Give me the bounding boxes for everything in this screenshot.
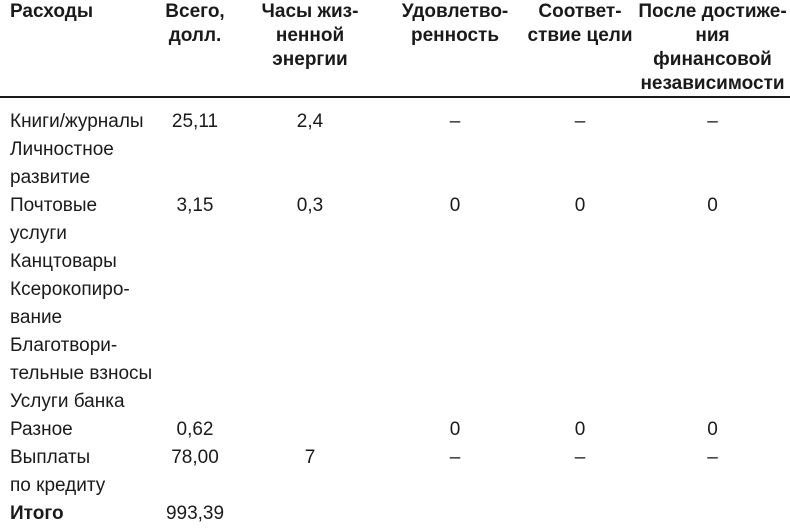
- cell-value: 25,11: [171, 111, 219, 132]
- cell-value: [385, 276, 525, 332]
- table-row: Канцтовары: [0, 248, 790, 276]
- cell-value: [155, 248, 235, 276]
- cell-value: [235, 500, 385, 528]
- cell-value: [235, 248, 385, 276]
- cell-value: [525, 248, 635, 276]
- cell-value: 78,00: [171, 447, 219, 468]
- cell-value: 7: [304, 447, 316, 468]
- table-row: Почтовые услуги 3,15 0,3 0 0 0: [0, 192, 790, 248]
- cell-value: 2,4: [296, 111, 324, 132]
- cell-value: 993,39: [165, 503, 225, 524]
- cell-value: [235, 388, 385, 416]
- cell-value: [635, 332, 790, 388]
- cell-value: –: [449, 111, 461, 132]
- cell-value: [235, 276, 385, 332]
- cell-value: –: [449, 447, 461, 468]
- table-body: Книги/журналы 25,11 2,4 – – – Личностное разви…: [0, 97, 790, 528]
- cell-value: [635, 388, 790, 416]
- cell-value: 3,15: [176, 195, 214, 216]
- table-row: Услуги банка: [0, 388, 790, 416]
- table-row: Книги/журналы 25,11 2,4 – – –: [0, 97, 790, 136]
- cell-value: 0: [707, 419, 718, 440]
- row-label: Ксерокопиро- вание: [10, 279, 130, 328]
- table-row: Благотвори- тельные взносы: [0, 332, 790, 388]
- total-row: Итого 993,39: [0, 500, 790, 528]
- column-header: Всего, долл.: [155, 0, 235, 98]
- cell-value: [155, 136, 235, 192]
- cell-value: [235, 332, 385, 388]
- cell-value: [235, 136, 385, 192]
- cell-value: –: [574, 111, 586, 132]
- cell-value: [635, 136, 790, 192]
- cell-value: 0: [449, 419, 461, 440]
- header-row: Расходы Всего, долл. Часы жиз- ненной энер…: [0, 0, 790, 98]
- cell-value: [385, 500, 525, 528]
- cell-value: [385, 332, 525, 388]
- cell-value: [235, 416, 385, 444]
- cell-value: [525, 500, 635, 528]
- cell-value: [635, 276, 790, 332]
- cell-value: [155, 332, 235, 388]
- table-row: Выплаты по кредиту 78,00 7 – – –: [0, 444, 790, 500]
- cell-value: [385, 248, 525, 276]
- cell-value: –: [574, 447, 586, 468]
- column-header: Часы жиз- ненной энергии: [235, 0, 385, 98]
- cell-value: [385, 388, 525, 416]
- row-label: Выплаты по кредиту: [10, 447, 106, 496]
- row-label: Почтовые услуги: [10, 195, 98, 244]
- row-label: Итого: [10, 503, 64, 524]
- row-label: Благотвори- тельные взносы: [10, 335, 153, 384]
- cell-value: –: [707, 447, 718, 468]
- cell-value: [155, 388, 235, 416]
- column-header: Соответ- ствие цели: [525, 0, 635, 98]
- cell-value: 0: [449, 195, 461, 216]
- cell-value: [525, 276, 635, 332]
- table-row: Личностное развитие: [0, 136, 790, 192]
- column-header: После достиже- ния финансовой независимо…: [635, 0, 790, 98]
- cell-value: 0,3: [296, 195, 324, 216]
- column-header: Удовлетво- ренность: [385, 0, 525, 98]
- cell-value: [525, 388, 635, 416]
- row-label: Канцтовары: [10, 251, 117, 272]
- cell-value: 0,62: [176, 419, 214, 440]
- row-label: Услуги банка: [10, 391, 125, 412]
- row-label: Личностное развитие: [10, 139, 114, 188]
- cell-value: 0: [574, 419, 586, 440]
- row-label: Разное: [10, 419, 73, 440]
- cell-value: 0: [574, 195, 586, 216]
- cell-value: [635, 500, 790, 528]
- cell-value: [635, 248, 790, 276]
- cell-value: [525, 136, 635, 192]
- cell-value: [385, 136, 525, 192]
- cell-value: –: [707, 111, 718, 132]
- table-row: Ксерокопиро- вание: [0, 276, 790, 332]
- row-label: Книги/журналы: [10, 111, 144, 132]
- cell-value: [155, 276, 235, 332]
- column-header: Расходы: [0, 0, 155, 98]
- cell-value: [525, 332, 635, 388]
- cell-value: 0: [707, 195, 718, 216]
- table-row: Разное 0,62 0 0 0: [0, 416, 790, 444]
